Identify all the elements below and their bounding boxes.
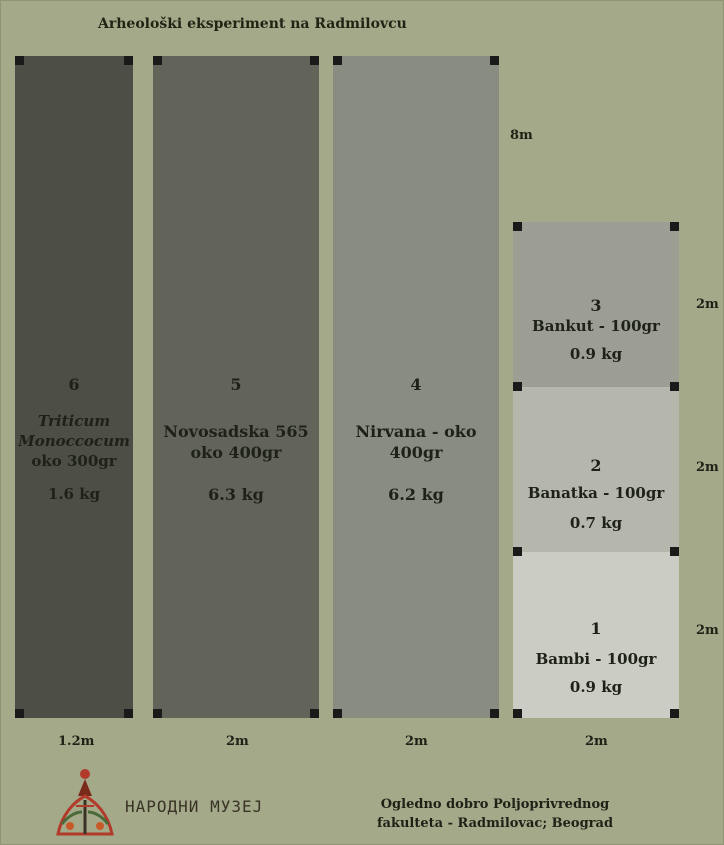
museum-logo-text: НАРОДНИ МУЗЕЈ <box>125 797 264 816</box>
corner-marker <box>15 56 24 65</box>
plot-1: 1 Bambi - 100gr 0.9 kg <box>513 552 679 718</box>
diagram-title: Arheološki eksperiment na Radmilovcu <box>98 16 407 32</box>
plot-3: 3 Bankut - 100gr 0.9 kg <box>513 222 679 387</box>
plot-3-name: Bankut - 100gr <box>532 317 660 335</box>
corner-marker <box>513 547 522 556</box>
corner-marker <box>310 709 319 718</box>
folk-ornament-icon <box>56 769 114 836</box>
corner-marker <box>124 709 133 718</box>
plot-2: 2 Banatka - 100gr 0.7 kg <box>513 387 679 552</box>
corner-marker <box>513 222 522 231</box>
plot-6-name-line3: oko 300gr <box>31 452 117 470</box>
plot-3-weight: 0.9 kg <box>569 345 623 363</box>
corner-marker <box>333 709 342 718</box>
height-label-tall: 8m <box>510 128 533 143</box>
width-label-plot-6: 1.2m <box>58 734 95 749</box>
plot-6: 6 Triticum Monoccocum oko 300gr 1.6 kg <box>15 56 133 718</box>
corner-marker <box>490 709 499 718</box>
plot-1-number: 1 <box>590 619 602 638</box>
corner-marker <box>124 56 133 65</box>
plot-1-weight: 0.9 kg <box>569 678 623 696</box>
corner-marker <box>153 709 162 718</box>
footer-line-1: Ogledno dobro Poljoprivrednog <box>380 797 610 812</box>
corner-marker <box>670 222 679 231</box>
plot-5-name-line2: oko 400gr <box>190 443 282 462</box>
plot-4-name-line1: Nirvana - oko <box>355 422 477 441</box>
plot-6-number: 6 <box>68 375 80 394</box>
plot-5-weight: 6.3 kg <box>208 485 264 504</box>
plot-4-weight: 6.2 kg <box>388 485 444 504</box>
plot-2-weight: 0.7 kg <box>569 514 623 532</box>
footer-credit: Ogledno dobro Poljoprivrednog fakulteta … <box>360 795 630 833</box>
corner-marker <box>153 56 162 65</box>
plot-2-name: Banatka - 100gr <box>527 484 665 502</box>
plot-5-name-line1: Novosadska 565 <box>163 422 309 441</box>
height-label-plot-3: 2m <box>696 297 719 312</box>
plot-5-number: 5 <box>230 375 242 394</box>
corner-marker <box>670 547 679 556</box>
width-label-plots-1-3: 2m <box>585 734 608 749</box>
plot-3-number: 3 <box>590 296 602 315</box>
plot-6-weight: 1.6 kg <box>47 485 101 503</box>
corner-marker <box>513 709 522 718</box>
plot-4-name-line2: 400gr <box>389 443 443 462</box>
height-label-plot-2: 2m <box>696 460 719 475</box>
corner-marker <box>513 382 522 391</box>
corner-marker <box>310 56 319 65</box>
footer-line-2: fakulteta - Radmilovac; Beograd <box>376 816 614 831</box>
width-label-plot-5: 2m <box>226 734 249 749</box>
plot-6-name-line2: Monoccocum <box>18 432 130 450</box>
plot-4-number: 4 <box>410 375 422 394</box>
corner-marker <box>490 56 499 65</box>
plot-1-name: Bambi - 100gr <box>535 650 657 668</box>
corner-marker <box>670 709 679 718</box>
width-label-plot-4: 2m <box>405 734 428 749</box>
plot-2-number: 2 <box>590 456 602 475</box>
plot-4: 4 Nirvana - oko 400gr 6.2 kg <box>333 56 499 718</box>
height-label-plot-1: 2m <box>696 623 719 638</box>
plot-6-name-line1: Triticum <box>37 412 111 430</box>
corner-marker <box>333 56 342 65</box>
plot-5: 5 Novosadska 565 oko 400gr 6.3 kg <box>153 56 319 718</box>
corner-marker <box>670 382 679 391</box>
corner-marker <box>15 709 24 718</box>
